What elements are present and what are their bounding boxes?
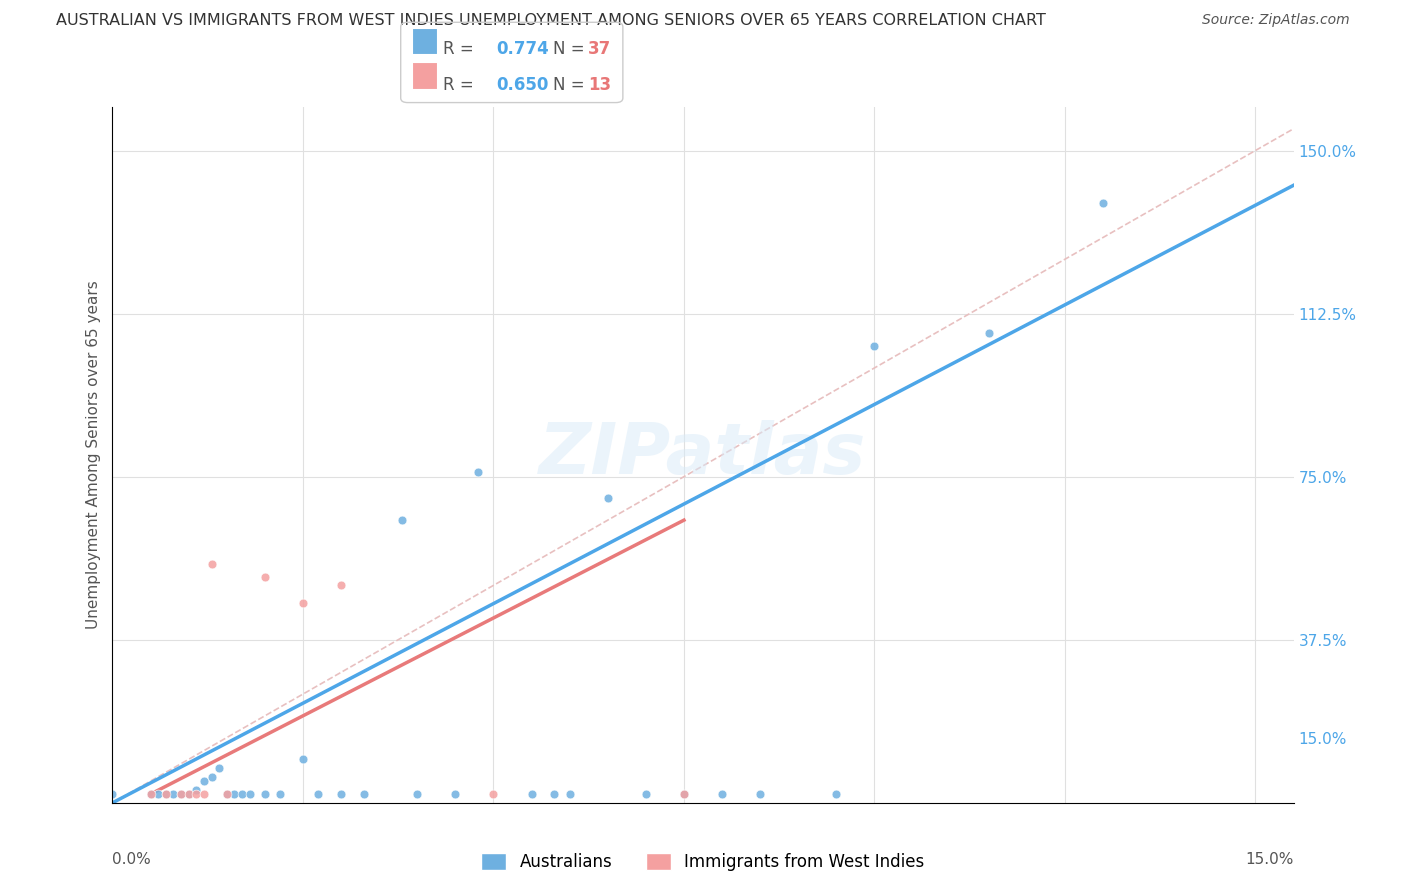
Text: R =: R =: [443, 76, 484, 94]
Point: [291, 752, 314, 766]
Point: [186, 782, 208, 797]
Point: [330, 578, 353, 592]
Point: [101, 787, 124, 801]
Text: 13: 13: [588, 76, 610, 94]
Point: [711, 787, 734, 801]
Text: 0.650: 0.650: [496, 76, 548, 94]
Point: [155, 787, 177, 801]
Point: [200, 557, 222, 571]
Point: [208, 761, 231, 775]
Point: [596, 491, 619, 506]
Point: [253, 787, 276, 801]
Point: [558, 787, 581, 801]
Point: [193, 774, 215, 789]
Point: [139, 787, 162, 801]
Text: 15.0%: 15.0%: [1246, 852, 1294, 866]
Text: 0.774: 0.774: [496, 40, 550, 58]
Point: [239, 787, 262, 801]
Point: [155, 787, 177, 801]
Point: [170, 787, 193, 801]
Point: [672, 787, 695, 801]
Point: [307, 787, 329, 801]
Point: [253, 570, 276, 584]
Point: [170, 787, 193, 801]
Text: AUSTRALIAN VS IMMIGRANTS FROM WEST INDIES UNEMPLOYMENT AMONG SENIORS OVER 65 YEA: AUSTRALIAN VS IMMIGRANTS FROM WEST INDIE…: [56, 13, 1046, 29]
Point: [215, 787, 238, 801]
Point: [482, 787, 505, 801]
Point: [672, 787, 695, 801]
Point: [177, 787, 200, 801]
Text: R =: R =: [443, 40, 484, 58]
Point: [634, 787, 657, 801]
Point: [224, 787, 246, 801]
Point: [162, 787, 184, 801]
Point: [215, 787, 238, 801]
Text: N =: N =: [553, 76, 589, 94]
Point: [330, 787, 353, 801]
Text: 0.0%: 0.0%: [112, 852, 152, 866]
Point: [148, 787, 170, 801]
Point: [231, 787, 253, 801]
Point: [520, 787, 543, 801]
Point: [444, 787, 467, 801]
Point: [825, 787, 848, 801]
Point: [543, 787, 565, 801]
Point: [353, 787, 375, 801]
Point: [269, 787, 291, 801]
Point: [139, 787, 162, 801]
Point: [977, 326, 1000, 340]
Point: [177, 787, 200, 801]
Text: 37: 37: [588, 40, 612, 58]
Text: N =: N =: [553, 40, 589, 58]
Point: [291, 596, 314, 610]
Y-axis label: Unemployment Among Seniors over 65 years: Unemployment Among Seniors over 65 years: [86, 281, 101, 629]
Point: [193, 787, 215, 801]
Point: [200, 770, 222, 784]
Point: [391, 513, 413, 527]
Point: [863, 339, 886, 353]
Point: [1092, 195, 1115, 210]
Point: [186, 787, 208, 801]
Point: [749, 787, 772, 801]
Point: [467, 466, 489, 480]
Text: ZIPatlas: ZIPatlas: [540, 420, 866, 490]
Point: [406, 787, 429, 801]
Legend: Australians, Immigrants from West Indies: Australians, Immigrants from West Indies: [475, 847, 931, 878]
Text: Source: ZipAtlas.com: Source: ZipAtlas.com: [1202, 13, 1350, 28]
